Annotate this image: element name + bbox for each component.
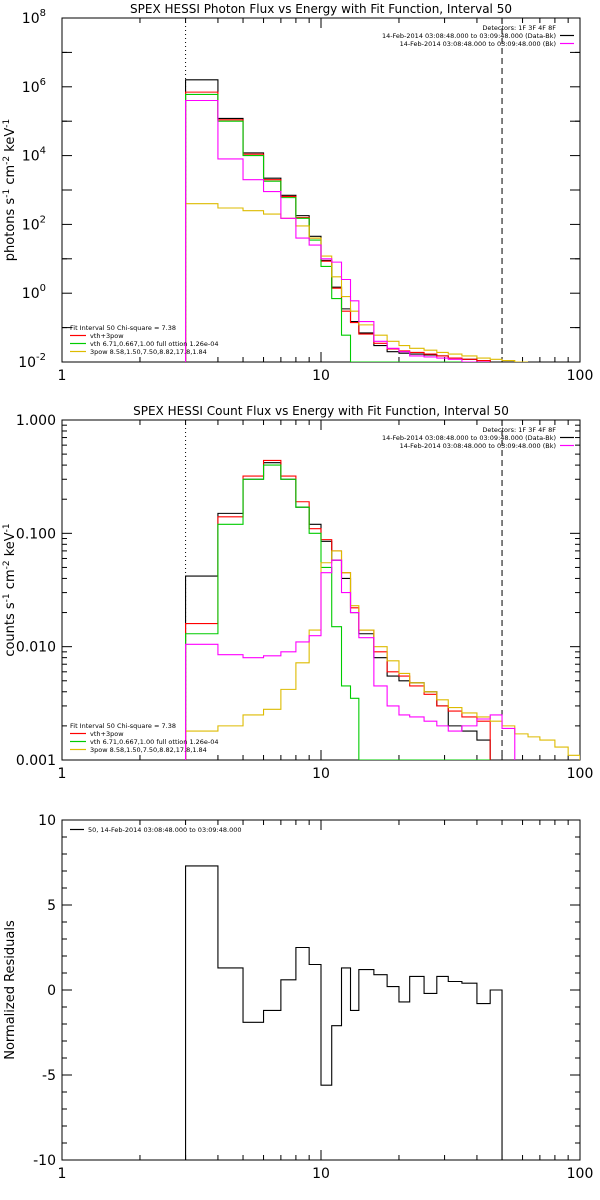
y-tick-label: 102 <box>22 214 46 233</box>
series-line-3 <box>185 203 529 362</box>
legend-top-label: Detectors: 1F 3F 4F 8F <box>482 426 556 434</box>
y-axis-label: counts s-1 cm-2 keV-1 <box>2 523 18 656</box>
y-axis-ticks <box>62 419 580 761</box>
legend-bottom-label: Fit Interval 50 Chi-square = 7.38 <box>70 324 176 332</box>
x-tick-label: 100 <box>567 1166 594 1182</box>
series-line-0 <box>185 865 503 1160</box>
legend-top-label: 14-Feb-2014 03:08:48.000 to 03:09:48.000… <box>382 32 556 40</box>
series-group <box>185 79 529 362</box>
series-line-4 <box>185 559 516 760</box>
series-line-4 <box>185 99 491 362</box>
series-line-1 <box>185 459 491 760</box>
chart-photon: 1 10 100 10-2 100 102 104 106 108 SPEX HESSI Phot… <box>2 2 593 384</box>
chart-title: SPEX HESSI Count Flux vs Energy with Fit… <box>133 404 509 418</box>
legend-bottom-label: vth 6.71,0.667,1.00 full ottion 1.26e-04 <box>90 738 219 746</box>
y-tick-label: 106 <box>22 77 46 96</box>
series-line-3 <box>185 550 580 760</box>
x-tick-label: 100 <box>567 766 594 782</box>
y-tick-label: 5 <box>47 898 56 914</box>
x-axis-ticks <box>61 18 581 362</box>
series-line-2 <box>185 464 491 760</box>
y-tick-label: -10 <box>33 1153 56 1169</box>
y-tick-label: 104 <box>22 146 46 165</box>
legend-bottom-label: vth+3pow <box>90 730 124 738</box>
x-tick-label: 10 <box>312 368 330 384</box>
x-tick-label: 100 <box>567 368 594 384</box>
y-tick-label: 108 <box>22 8 46 27</box>
y-tick-label: 1.000 <box>16 413 56 429</box>
y-tick-label: 0.010 <box>16 640 56 656</box>
legend-top-label: Detectors: 1F 3F 4F 8F <box>482 24 556 32</box>
x-tick-label: 10 <box>312 1166 330 1182</box>
x-tick-label: 1 <box>58 766 67 782</box>
legend-top-label: 14-Feb-2014 03:08:48.000 to 03:09:48.000… <box>400 442 556 450</box>
series-line-1 <box>185 91 491 362</box>
x-tick-label: 1 <box>58 1166 67 1182</box>
x-axis-ticks <box>61 420 581 760</box>
series-group <box>185 865 503 1160</box>
legend-top-label: 14-Feb-2014 03:08:48.000 to 03:09:48.000… <box>382 434 556 442</box>
legend-bottom-label: 3pow 8.58,1.50,7.50,8.82,17.8,1.84 <box>90 348 207 356</box>
y-tick-label: 0.100 <box>16 526 56 542</box>
series-line-0 <box>185 462 491 760</box>
y-tick-label: 0 <box>47 983 56 999</box>
chart-residuals: 1 10 100 -10 -5 0 5 10 Normalized Residuals 50, 1… <box>3 813 593 1182</box>
legend-bottom-label: Fit Interval 50 Chi-square = 7.38 <box>70 722 176 730</box>
y-axis-label: photons s-1 cm-2 keV-1 <box>2 119 18 261</box>
legend-top-label: 14-Feb-2014 03:08:48.000 to 03:09:48.000… <box>400 40 556 48</box>
series-group <box>185 459 580 760</box>
y-tick-label: 100 <box>22 283 46 302</box>
legend-top-label: 50, 14-Feb-2014 03:08:48.000 to 03:09:48… <box>88 826 241 834</box>
y-axis-label: Normalized Residuals <box>3 920 18 1060</box>
y-tick-label: 10 <box>38 813 56 829</box>
y-tick-label: -5 <box>42 1068 56 1084</box>
series-line-2 <box>185 93 491 362</box>
y-tick-label: 10-2 <box>18 352 46 371</box>
y-axis-ticks <box>62 17 580 363</box>
legend-bottom-label: vth+3pow <box>90 332 124 340</box>
y-axis-ticks <box>62 819 580 1161</box>
legend-bottom-label: vth 6.71,0.667,1.00 full ottion 1.26e-04 <box>90 340 219 348</box>
y-tick-label: 0.001 <box>16 753 56 769</box>
x-tick-label: 10 <box>312 766 330 782</box>
x-tick-label: 1 <box>58 368 67 384</box>
chart-title: SPEX HESSI Photon Flux vs Energy with Fi… <box>130 2 512 16</box>
series-line-0 <box>185 79 491 362</box>
legend-bottom-label: 3pow 8.58,1.50,7.50,8.82,17.8,1.84 <box>90 746 207 754</box>
chart-count: 1 10 100 0.001 0.010 0.100 1.000 SPEX HESSI Cou… <box>2 404 593 782</box>
